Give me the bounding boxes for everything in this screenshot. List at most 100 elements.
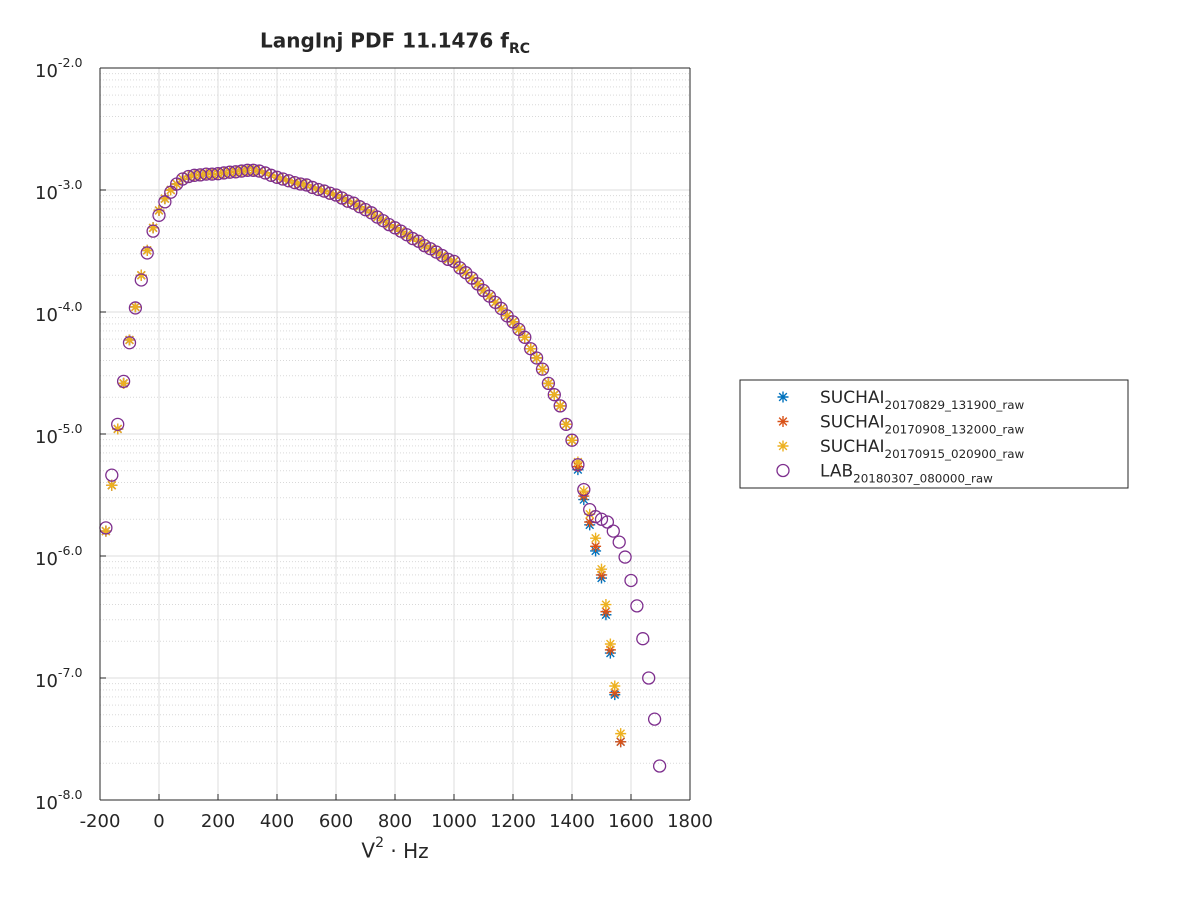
data-point bbox=[323, 186, 337, 200]
x-tick-label: -200 bbox=[80, 811, 121, 832]
data-point bbox=[590, 540, 602, 552]
data-point bbox=[547, 388, 561, 402]
data-point bbox=[141, 244, 153, 256]
data-point bbox=[612, 535, 626, 549]
data-point bbox=[571, 458, 585, 472]
data-point bbox=[478, 285, 489, 297]
data-point bbox=[365, 207, 377, 219]
data-point bbox=[466, 272, 478, 284]
data-point bbox=[604, 644, 616, 656]
data-point bbox=[152, 208, 166, 222]
data-point bbox=[175, 172, 190, 186]
data-point bbox=[124, 334, 135, 346]
x-tick-label: 1600 bbox=[608, 811, 654, 832]
data-point bbox=[406, 231, 420, 246]
data-point bbox=[529, 351, 544, 365]
data-point bbox=[559, 417, 573, 431]
data-point bbox=[128, 301, 143, 315]
data-point bbox=[525, 343, 537, 355]
data-point bbox=[596, 569, 607, 581]
data-point bbox=[519, 331, 531, 343]
data-point bbox=[524, 342, 538, 356]
axes: -200 0 200 400 600 800 1000 1200 1400 1600 180010-… bbox=[35, 55, 713, 833]
data-point bbox=[501, 310, 513, 322]
data-point bbox=[578, 485, 590, 497]
data-point bbox=[609, 680, 621, 692]
legend-marker bbox=[777, 440, 789, 452]
data-point bbox=[252, 164, 266, 178]
x-tick-label: 1400 bbox=[549, 811, 595, 832]
data-point bbox=[636, 632, 650, 646]
data-point bbox=[171, 178, 183, 190]
data-point bbox=[600, 599, 612, 611]
data-point bbox=[106, 479, 118, 491]
data-point bbox=[642, 671, 656, 685]
data-point bbox=[118, 377, 130, 389]
data-point bbox=[377, 215, 389, 227]
x-tick-label: 1800 bbox=[667, 811, 713, 832]
x-tick-label: 200 bbox=[201, 811, 235, 832]
data-point bbox=[560, 418, 572, 430]
data-point bbox=[618, 550, 632, 564]
data-point bbox=[472, 278, 484, 290]
data-point bbox=[341, 194, 355, 208]
legend: SUCHAI20170829_131900_rawSUCHAI20170908_… bbox=[739, 379, 1129, 489]
data-point bbox=[535, 362, 550, 376]
data-point bbox=[596, 563, 607, 575]
data-point bbox=[105, 468, 119, 482]
data-point bbox=[140, 246, 154, 260]
data-point bbox=[311, 182, 325, 197]
data-point bbox=[383, 219, 395, 231]
data-point bbox=[483, 290, 495, 302]
legend-marker bbox=[777, 391, 789, 403]
data-point bbox=[153, 204, 165, 216]
data-point bbox=[122, 336, 137, 350]
data-point bbox=[588, 510, 603, 524]
data-point bbox=[111, 417, 125, 431]
data-point bbox=[158, 195, 172, 209]
data-point bbox=[542, 377, 554, 389]
data-point bbox=[600, 606, 612, 618]
data-point bbox=[293, 177, 308, 191]
data-point bbox=[100, 525, 112, 537]
data-point bbox=[146, 224, 160, 238]
data-point bbox=[584, 516, 596, 528]
x-axis-label: V2 · Hz bbox=[361, 835, 428, 863]
data-point bbox=[647, 712, 662, 726]
data-point bbox=[159, 193, 171, 205]
data-point bbox=[615, 728, 627, 740]
data-point bbox=[630, 599, 644, 613]
data-point bbox=[518, 330, 532, 344]
data-point bbox=[541, 376, 556, 391]
data-point bbox=[299, 178, 314, 192]
legend-marker bbox=[777, 416, 789, 427]
data-point bbox=[305, 180, 320, 195]
x-tick-label: 800 bbox=[378, 811, 412, 832]
data-point bbox=[129, 301, 141, 313]
data-point bbox=[513, 323, 525, 335]
data-point bbox=[604, 638, 616, 650]
data-point bbox=[270, 170, 284, 184]
data-point bbox=[165, 184, 177, 196]
data-point bbox=[112, 423, 124, 435]
plot-area bbox=[99, 163, 667, 773]
data-point bbox=[553, 399, 567, 413]
x-tick-label: 1200 bbox=[490, 811, 536, 832]
data-point bbox=[419, 240, 430, 252]
data-point bbox=[531, 352, 543, 364]
x-tick-label: 1000 bbox=[431, 811, 477, 832]
data-point bbox=[276, 172, 290, 186]
data-point bbox=[371, 211, 383, 223]
data-point bbox=[258, 166, 272, 180]
x-tick-label: 600 bbox=[319, 811, 353, 832]
grid bbox=[99, 67, 691, 801]
data-point bbox=[615, 736, 627, 748]
legend-marker bbox=[776, 463, 790, 478]
data-point bbox=[436, 250, 448, 262]
data-point bbox=[116, 374, 131, 389]
data-point bbox=[577, 482, 591, 497]
data-point bbox=[134, 273, 148, 287]
data-point bbox=[554, 400, 566, 412]
data-point bbox=[395, 225, 407, 237]
